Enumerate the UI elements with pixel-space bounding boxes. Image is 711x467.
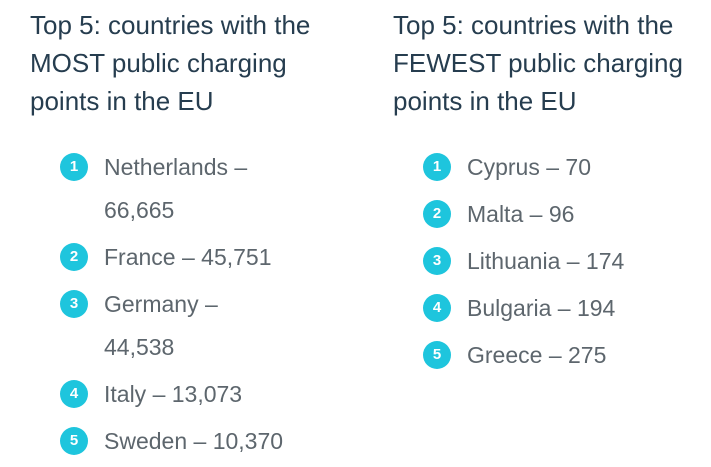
country-entry: Greece – 275 <box>467 342 607 368</box>
list-item: 4 Italy – 13,073 <box>60 373 360 416</box>
list-item: 5 Greece – 275 <box>423 334 711 377</box>
list-item: 2 France – 45,751 <box>60 236 360 279</box>
fewest-panel-title: Top 5: countries with the FEWEST public … <box>393 10 683 116</box>
country-entry: Malta – 96 <box>467 201 575 227</box>
list-item: 3 Lithuania – 174 <box>423 240 711 283</box>
fewest-charging-points-panel: Top 5: countries with the FEWEST public … <box>393 6 708 369</box>
most-panel-title: Top 5: countries with the MOST public ch… <box>30 10 311 116</box>
rank-badge: 4 <box>423 294 451 322</box>
rank-badge: 3 <box>423 247 451 275</box>
list-item: 1 Cyprus – 70 <box>423 146 711 189</box>
most-charging-points-panel: Top 5: countries with the MOST public ch… <box>30 6 360 455</box>
country-entry: Italy – 13,073 <box>104 381 243 407</box>
list-item: 1 Netherlands – 66,665 <box>60 146 360 232</box>
rank-badge: 1 <box>60 153 88 181</box>
list-item: 4 Bulgaria – 194 <box>423 287 711 330</box>
rank-badge: 2 <box>60 243 88 271</box>
rank-badge: 4 <box>60 380 88 408</box>
list-item: 5 Sweden – 10,370 <box>60 420 360 463</box>
list-item: 2 Malta – 96 <box>423 193 711 236</box>
country-entry: Sweden – 10,370 <box>104 428 284 454</box>
fewest-ranking-list: 1 Cyprus – 70 2 Malta – 96 3 Lithuania –… <box>423 146 711 381</box>
most-ranking-list: 1 Netherlands – 66,665 2 France – 45,751… <box>60 146 360 467</box>
country-entry: Lithuania – 174 <box>467 248 625 274</box>
country-entry: Netherlands – 66,665 <box>104 154 248 223</box>
rank-badge: 3 <box>60 290 88 318</box>
rank-badge: 2 <box>423 200 451 228</box>
country-entry: France – 45,751 <box>104 244 272 270</box>
country-entry: Cyprus – 70 <box>467 154 592 180</box>
list-item: 3 Germany – 44,538 <box>60 283 360 369</box>
rank-badge: 5 <box>60 427 88 455</box>
country-entry: Bulgaria – 194 <box>467 295 616 321</box>
rank-badge: 1 <box>423 153 451 181</box>
country-entry: Germany – 44,538 <box>104 291 218 360</box>
rank-badge: 5 <box>423 341 451 369</box>
